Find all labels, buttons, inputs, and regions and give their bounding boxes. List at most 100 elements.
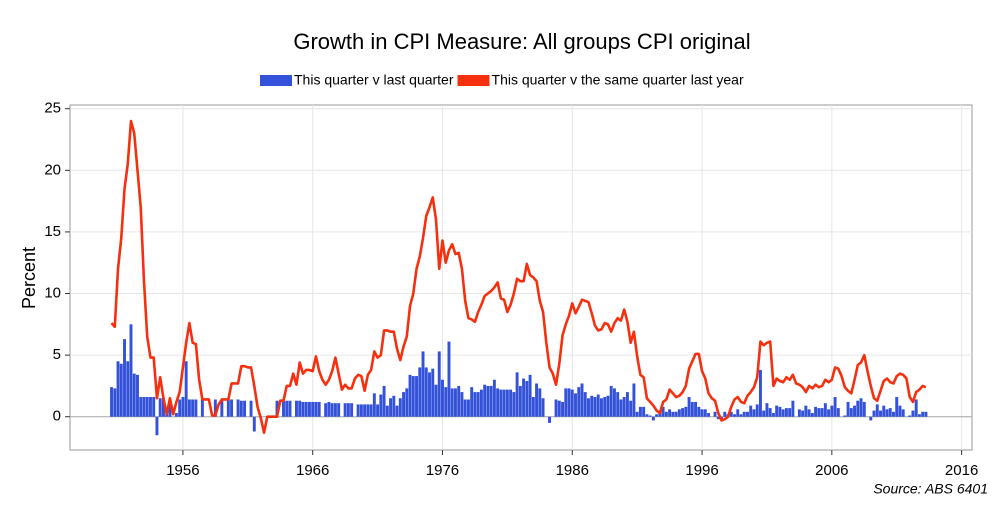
bar [765,403,768,417]
bar [535,383,538,416]
bar [483,385,486,417]
bar [133,374,136,417]
bar [441,380,444,417]
bar [869,417,872,421]
bar [753,409,756,416]
bar [697,407,700,417]
bar [714,412,717,417]
bar [178,399,181,416]
bar [542,398,545,416]
bar [529,375,532,417]
bar [856,401,859,417]
bar [652,417,655,421]
bar [895,397,898,417]
bar [830,406,833,417]
bar [357,404,360,416]
bar [305,402,308,417]
bar [772,413,775,417]
bar [227,399,230,416]
bar [405,388,408,416]
bar [512,392,515,417]
bar [801,411,804,417]
bar [785,408,788,417]
bar [120,364,123,417]
bar [824,403,827,417]
bar [568,388,571,416]
bar [821,408,824,417]
bar [632,383,635,416]
bar [860,398,863,416]
bar [110,387,113,417]
bar [363,404,366,416]
bar [415,376,418,417]
bar [876,404,879,416]
bar [496,388,499,416]
bar [899,406,902,417]
bar [908,416,911,417]
y-tick-label: 20 [44,161,61,178]
bar [743,412,746,417]
bar [379,395,382,417]
bar [435,385,438,417]
bar [834,397,837,417]
bar [594,397,597,417]
bar [704,409,707,416]
bar [253,417,256,432]
bar [457,386,460,417]
bar [613,388,616,416]
bar [538,388,541,416]
bar [623,397,626,417]
bar [701,409,704,416]
bar [924,412,927,417]
bar [564,388,567,416]
bar [373,393,376,416]
bar [448,342,451,417]
bar [282,401,285,417]
bar [201,399,204,416]
bar [519,386,522,417]
y-tick-label: 15 [44,223,61,240]
bar [240,401,243,417]
bar [675,412,678,417]
bar [678,409,681,416]
bar [688,397,691,417]
x-tick-label: 2016 [945,462,978,479]
bar [681,408,684,417]
bar [911,411,914,417]
bar [331,403,334,417]
bar [691,402,694,417]
chart-title: Growth in CPI Measure: All groups CPI or… [293,29,750,54]
bar [811,413,814,417]
bar [571,390,574,417]
legend-swatch [260,75,292,86]
bar [311,402,314,417]
bar [499,390,502,417]
bar [451,388,454,416]
bar [191,399,194,416]
bar [892,412,895,417]
bar [418,367,421,416]
bar [626,392,629,417]
bar [383,386,386,417]
bar [597,395,600,417]
bar [243,401,246,417]
bar [749,406,752,417]
bar [782,409,785,416]
bar [921,412,924,417]
bar [159,398,162,416]
y-tick-label: 25 [44,100,61,117]
bar [671,412,674,417]
bar [412,376,415,417]
bar [873,411,876,417]
bar [769,408,772,417]
bar [194,399,197,416]
bar [577,387,580,417]
bar [600,398,603,416]
bar [853,406,856,417]
bar [295,401,298,417]
bar [126,361,129,416]
bar [490,386,493,417]
bar [723,412,726,417]
bar [665,412,668,417]
x-tick-label: 1956 [166,462,199,479]
